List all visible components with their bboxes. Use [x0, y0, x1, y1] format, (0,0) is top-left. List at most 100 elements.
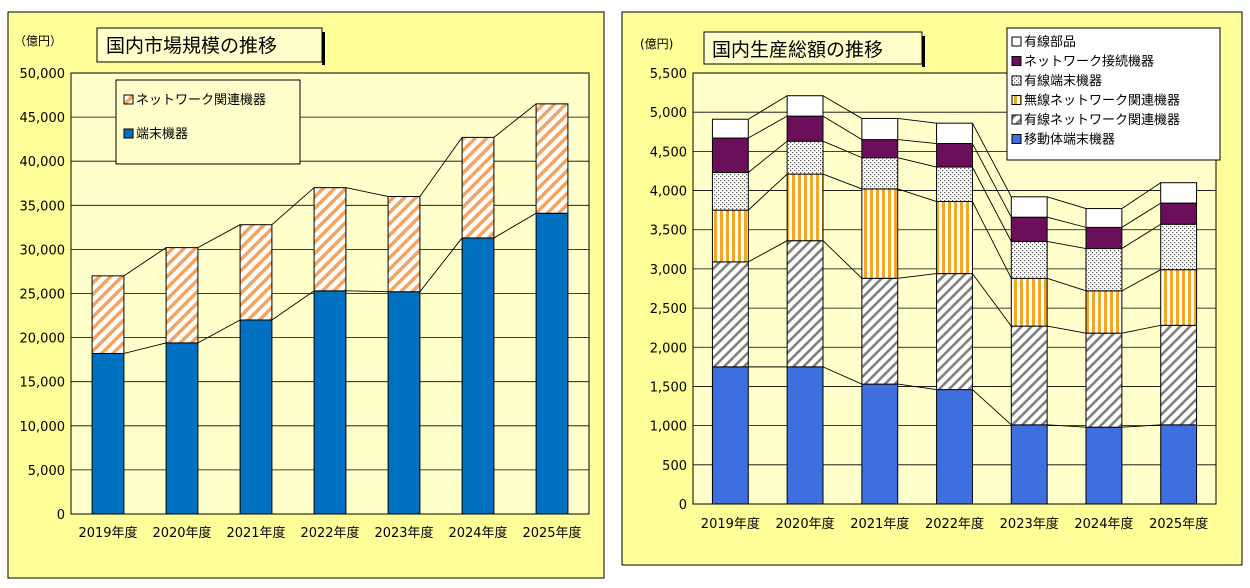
- bar-segment: [165, 342, 199, 515]
- left-chart-title: 国内市場規模の推移: [106, 35, 277, 57]
- series-connector: [271, 187, 315, 226]
- bar-segment: [387, 291, 421, 515]
- bar-segment: [535, 212, 569, 515]
- x-tick-label: 2019年度: [78, 525, 137, 541]
- bar-segment: [1085, 290, 1123, 334]
- series-connector: [972, 389, 1012, 426]
- right-x-ticks: 2019年度 2020年度 2021年度 2022年度 2023年度 2024年度 2025…: [701, 516, 1208, 532]
- legend-swatch: [1011, 95, 1022, 105]
- series-connector: [1047, 196, 1087, 209]
- x-tick-label: 2021年度: [226, 525, 285, 541]
- bar-segment: [936, 273, 973, 391]
- series-connector: [271, 290, 315, 321]
- bar-segment: [711, 137, 749, 174]
- bar-segment: [461, 136, 495, 239]
- left-title-shadow: [322, 32, 325, 65]
- bar-segment: [711, 172, 749, 211]
- bar-segment: [1085, 332, 1123, 428]
- bar-segment: [461, 237, 495, 515]
- bar-segment: [1160, 202, 1198, 225]
- y-tick-label: 20,000: [20, 332, 66, 347]
- x-tick-label: 2019年度: [701, 516, 760, 532]
- right-unit-label: (億円): [640, 37, 673, 51]
- bar-segment: [786, 366, 824, 505]
- series-connector: [197, 224, 241, 249]
- legend-swatch: [1011, 114, 1022, 125]
- bar-segment: [786, 240, 824, 368]
- left-legend-box: [115, 79, 301, 165]
- series-connector: [972, 166, 1012, 242]
- series-connector: [822, 140, 863, 159]
- legend-swatch: [1011, 134, 1022, 144]
- series-connector: [897, 383, 937, 391]
- bar-segment: [1010, 216, 1048, 242]
- series-connector: [748, 240, 788, 263]
- bar-segment: [1160, 424, 1198, 505]
- series-connector: [1047, 325, 1087, 334]
- legend-label: ネットワーク接続機器: [1024, 54, 1154, 70]
- y-tick-label: 2,000: [650, 341, 687, 356]
- right-bars: [711, 95, 1198, 505]
- bar-segment: [711, 366, 749, 505]
- y-tick-label: 4,500: [650, 145, 687, 160]
- series-connector: [123, 342, 167, 354]
- bar-segment: [239, 224, 273, 321]
- legend-swatch: [123, 128, 134, 139]
- x-tick-label: 2024年度: [1074, 516, 1133, 532]
- bar-segment: [91, 352, 125, 515]
- bar-segment: [861, 157, 899, 190]
- series-connector: [1047, 277, 1087, 292]
- series-connector: [972, 122, 1012, 198]
- x-tick-label: 2020年度: [776, 516, 835, 532]
- series-connector: [897, 139, 937, 144]
- bar-segment: [1160, 324, 1198, 426]
- y-tick-label: 0: [57, 508, 65, 523]
- left-x-ticks: 2019年度 2020年度 2021年度 2022年度 2023年度 2024年度 2025…: [78, 525, 581, 541]
- bar-segment: [1160, 223, 1198, 271]
- series-connector: [1047, 216, 1087, 228]
- legend-label: 無線ネットワーク関連機器: [1024, 93, 1180, 109]
- y-tick-label: 15,000: [20, 376, 66, 391]
- bar-segment: [1085, 208, 1123, 228]
- legend-label: 有線部品: [1024, 34, 1076, 50]
- legend-swatch: [1011, 75, 1022, 86]
- right-chart-title: 国内生産総額の推移: [712, 39, 883, 61]
- series-connector: [493, 103, 537, 138]
- left-unit-label: （億円）: [14, 34, 62, 48]
- bar-segment: [936, 389, 973, 505]
- bar-segment: [936, 122, 973, 145]
- y-tick-label: 2,500: [650, 302, 687, 317]
- y-tick-label: 50,000: [20, 67, 66, 82]
- right-title-box: [703, 31, 923, 65]
- series-connector: [897, 188, 937, 202]
- legend-label: 有線ネットワーク関連機器: [1024, 112, 1180, 128]
- y-tick-label: 3,000: [650, 263, 687, 278]
- y-tick-label: 5,000: [650, 106, 687, 121]
- series-connector: [897, 273, 937, 279]
- bar-segment: [1085, 426, 1123, 505]
- series-connector: [748, 95, 788, 120]
- x-tick-label: 2025年度: [522, 525, 581, 541]
- y-tick-label: 10,000: [20, 420, 66, 435]
- bar-segment: [861, 188, 899, 279]
- y-tick-label: 40,000: [20, 155, 66, 170]
- bar-segment: [786, 140, 824, 175]
- series-connector: [972, 201, 1012, 279]
- bar-segment: [936, 166, 973, 203]
- y-tick-label: 0: [679, 498, 687, 513]
- bar-segment: [786, 95, 824, 117]
- right-legend: 有線部品ネットワーク接続機器有線端末機器無線ネットワーク関連機器有線ネットワーク…: [1006, 27, 1221, 161]
- y-tick-label: 1,500: [650, 380, 687, 395]
- x-tick-label: 2024年度: [448, 525, 507, 541]
- legend-label: 端末機器: [136, 127, 188, 142]
- legend-swatch: [1011, 56, 1022, 66]
- bar-segment: [1085, 248, 1123, 292]
- bar-segment: [711, 209, 749, 263]
- series-connector: [972, 273, 1012, 327]
- left-bars: [91, 103, 569, 515]
- bar-segment: [1010, 424, 1048, 505]
- x-tick-label: 2020年度: [152, 525, 211, 541]
